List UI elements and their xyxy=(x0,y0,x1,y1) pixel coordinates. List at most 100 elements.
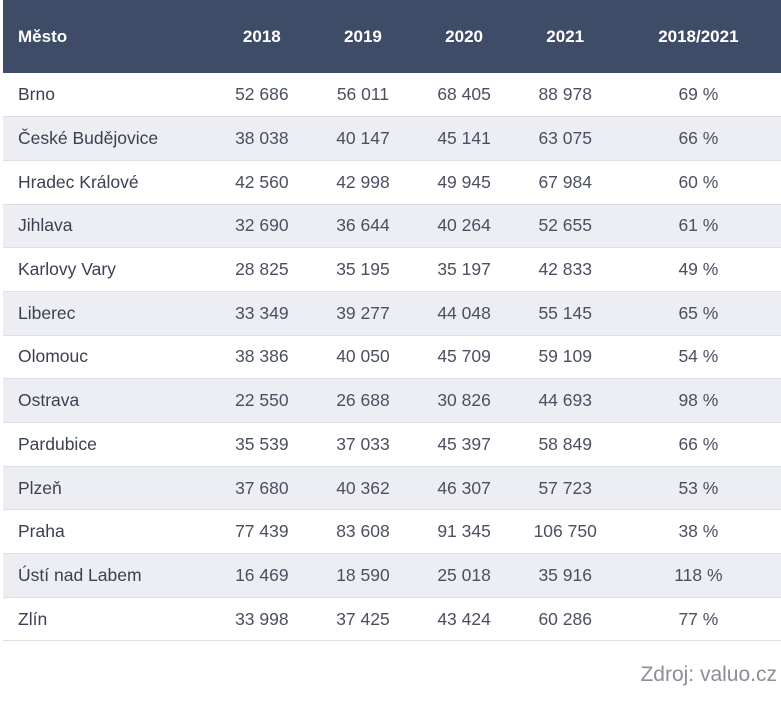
cell-city: České Budějovice xyxy=(18,128,159,149)
cell-city: Olomouc xyxy=(18,346,89,367)
cell-change: 49 % xyxy=(678,259,719,280)
cell-value: 35 539 xyxy=(235,433,289,454)
table-row: Jihlava 32 690 36 644 40 264 52 655 61 % xyxy=(3,204,781,248)
cell-value: 88 978 xyxy=(538,84,592,105)
table-row: Karlovy Vary 28 825 35 195 35 197 42 833 49 % xyxy=(3,247,781,292)
city-data-table: Město 2018 2019 2020 2021 2018/2021 Brno… xyxy=(3,0,781,641)
cell-value: 46 307 xyxy=(437,477,491,498)
cell-value: 37 425 xyxy=(336,608,390,629)
header-2018: 2018 xyxy=(242,26,281,46)
table-row: Praha 77 439 83 608 91 345 106 750 38 % xyxy=(3,509,781,554)
table-row: Ústí nad Labem 16 469 18 590 25 018 35 916 11… xyxy=(3,553,781,598)
cell-change: 38 % xyxy=(678,521,719,542)
cell-change: 98 % xyxy=(678,390,719,411)
cell-change: 65 % xyxy=(678,302,719,323)
cell-value: 42 833 xyxy=(538,259,592,280)
cell-value: 59 109 xyxy=(538,346,592,367)
cell-value: 45 709 xyxy=(437,346,491,367)
header-2020: 2020 xyxy=(445,26,483,46)
cell-value: 45 397 xyxy=(437,433,491,454)
cell-value: 35 195 xyxy=(336,259,390,280)
cell-city: Praha xyxy=(18,521,65,542)
cell-value: 42 998 xyxy=(336,171,390,192)
cell-value: 16 469 xyxy=(235,564,289,585)
table-row: Pardubice 35 539 37 033 45 397 58 849 66 % xyxy=(3,422,781,467)
source-note: Zdroj: valuo.cz xyxy=(640,663,777,686)
header-2019: 2019 xyxy=(344,26,382,46)
cell-value: 45 141 xyxy=(437,128,491,149)
cell-value: 60 286 xyxy=(538,608,592,629)
table-row: Zlín 33 998 37 425 43 424 60 286 77 % xyxy=(3,597,781,641)
cell-city: Ostrava xyxy=(18,390,80,411)
table-row: Plzeň 37 680 40 362 46 307 57 723 53 % xyxy=(3,466,781,510)
header-change: 2018/2021 xyxy=(658,26,739,46)
table-row: Ostrava 22 550 26 688 30 826 44 693 98 % xyxy=(3,378,781,423)
cell-value: 43 424 xyxy=(437,608,491,629)
cell-value: 40 264 xyxy=(437,215,491,236)
cell-change: 60 % xyxy=(678,171,719,192)
header-row: Město 2018 2019 2020 2021 2018/2021 xyxy=(3,0,781,73)
cell-change: 54 % xyxy=(678,346,719,367)
cell-value: 35 916 xyxy=(538,564,592,585)
cell-value: 44 048 xyxy=(437,302,491,323)
cell-city: Pardubice xyxy=(18,433,97,454)
cell-value: 68 405 xyxy=(437,84,491,105)
cell-value: 38 386 xyxy=(235,346,289,367)
cell-value: 40 050 xyxy=(336,346,390,367)
cell-value: 63 075 xyxy=(538,128,592,149)
cell-value: 57 723 xyxy=(538,477,592,498)
cell-change: 69 % xyxy=(678,84,719,105)
cell-value: 36 644 xyxy=(336,215,390,236)
cell-value: 40 147 xyxy=(336,128,390,149)
table-row: Hradec Králové 42 560 42 998 49 945 67 984 60… xyxy=(3,160,781,205)
table-row: Brno 52 686 56 011 68 405 88 978 69 % xyxy=(3,73,781,117)
cell-value: 49 945 xyxy=(437,171,491,192)
cell-value: 35 197 xyxy=(437,259,491,280)
cell-value: 42 560 xyxy=(235,171,289,192)
cell-value: 37 680 xyxy=(235,477,289,498)
cell-value: 37 033 xyxy=(336,433,390,454)
cell-value: 77 439 xyxy=(235,521,289,542)
table-row: Liberec 33 349 39 277 44 048 55 145 65 % xyxy=(3,291,781,336)
cell-change: 61 % xyxy=(678,215,719,236)
cell-value: 106 750 xyxy=(533,521,597,542)
cell-city: Zlín xyxy=(18,608,48,629)
table-row: České Budějovice 38 038 40 147 45 141 63 075… xyxy=(3,116,781,161)
table-body: Brno 52 686 56 011 68 405 88 978 69 % České Bu… xyxy=(3,73,781,641)
cell-city: Hradec Králové xyxy=(18,171,139,192)
cell-value: 26 688 xyxy=(336,390,390,411)
cell-city: Plzeň xyxy=(18,477,62,498)
cell-value: 91 345 xyxy=(437,521,491,542)
cell-value: 56 011 xyxy=(336,84,390,105)
cell-city: Ústí nad Labem xyxy=(18,564,142,585)
cell-value: 39 277 xyxy=(336,302,390,323)
cell-city: Brno xyxy=(18,84,55,105)
cell-value: 58 849 xyxy=(538,433,592,454)
cell-city: Jihlava xyxy=(18,215,73,236)
cell-value: 25 018 xyxy=(437,564,491,585)
cell-change: 66 % xyxy=(678,433,719,454)
table-header: Město 2018 2019 2020 2021 2018/2021 xyxy=(3,0,781,73)
header-2021: 2021 xyxy=(546,26,585,46)
cell-city: Karlovy Vary xyxy=(18,259,116,280)
header-city: Město xyxy=(18,26,68,46)
cell-change: 118 % xyxy=(674,564,723,585)
table-row: Olomouc 38 386 40 050 45 709 59 109 54 % xyxy=(3,335,781,379)
cell-value: 67 984 xyxy=(538,171,592,192)
cell-value: 32 690 xyxy=(235,215,289,236)
cell-value: 38 038 xyxy=(235,128,289,149)
cell-value: 52 655 xyxy=(538,215,592,236)
cell-value: 83 608 xyxy=(336,521,390,542)
cell-value: 30 826 xyxy=(437,390,491,411)
cell-value: 52 686 xyxy=(235,84,289,105)
cell-value: 44 693 xyxy=(538,390,592,411)
cell-value: 28 825 xyxy=(235,259,289,280)
cell-value: 40 362 xyxy=(336,477,390,498)
cell-value: 22 550 xyxy=(235,390,289,411)
cell-city: Liberec xyxy=(18,302,76,323)
cell-change: 66 % xyxy=(678,128,719,149)
cell-value: 55 145 xyxy=(538,302,592,323)
data-table-container: Město 2018 2019 2020 2021 2018/2021 Brno… xyxy=(3,0,781,641)
cell-change: 77 % xyxy=(678,608,719,629)
cell-value: 33 349 xyxy=(235,302,289,323)
